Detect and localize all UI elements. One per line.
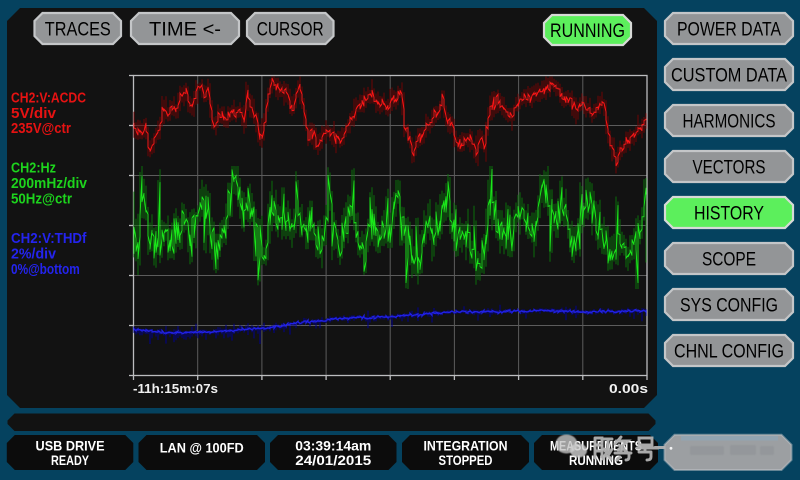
svg-text:CUSTOM DATA: CUSTOM DATA bbox=[671, 65, 788, 87]
svg-text:-11h:15m:07s: -11h:15m:07s bbox=[133, 381, 218, 396]
svg-text:03:39:14am: 03:39:14am bbox=[295, 438, 371, 454]
svg-text:24/01/2015: 24/01/2015 bbox=[295, 452, 371, 468]
svg-text:5V/div: 5V/div bbox=[11, 106, 56, 122]
svg-text:USB DRIVE: USB DRIVE bbox=[36, 438, 105, 454]
svg-text:LAN @ 100FD: LAN @ 100FD bbox=[160, 439, 244, 455]
svg-text:0.00s: 0.00s bbox=[609, 381, 648, 396]
svg-text:SYS CONFIG: SYS CONFIG bbox=[680, 295, 778, 317]
svg-text:CHNL CONFIG: CHNL CONFIG bbox=[674, 341, 784, 363]
svg-text:200mHz/div: 200mHz/div bbox=[11, 176, 87, 192]
svg-text:INTEGRATION: INTEGRATION bbox=[424, 438, 508, 454]
svg-text:CH2:V:ACDC: CH2:V:ACDC bbox=[11, 91, 86, 107]
svg-text:TIME <-: TIME <- bbox=[149, 19, 221, 41]
svg-text:CH2:Hz: CH2:Hz bbox=[11, 160, 56, 176]
svg-text:STOPPED: STOPPED bbox=[439, 452, 493, 468]
svg-text:RUNNING: RUNNING bbox=[550, 20, 625, 42]
svg-text:235V@ctr: 235V@ctr bbox=[11, 121, 71, 137]
svg-text:TRACES: TRACES bbox=[45, 19, 111, 41]
svg-text:SCOPE: SCOPE bbox=[702, 249, 756, 271]
svg-text:2%/div: 2%/div bbox=[11, 246, 56, 262]
svg-text:POWER DATA: POWER DATA bbox=[677, 19, 782, 41]
svg-text:CURSOR: CURSOR bbox=[257, 19, 324, 41]
svg-text:0%@bottom: 0%@bottom bbox=[11, 262, 80, 278]
svg-text:HISTORY: HISTORY bbox=[694, 203, 764, 225]
svg-text:READY: READY bbox=[51, 452, 90, 468]
svg-text:HARMONICS: HARMONICS bbox=[683, 111, 776, 133]
svg-text:50Hz@ctr: 50Hz@ctr bbox=[11, 191, 72, 207]
svg-text:CH2:V:THDf: CH2:V:THDf bbox=[11, 231, 87, 247]
svg-text:VECTORS: VECTORS bbox=[693, 157, 766, 179]
